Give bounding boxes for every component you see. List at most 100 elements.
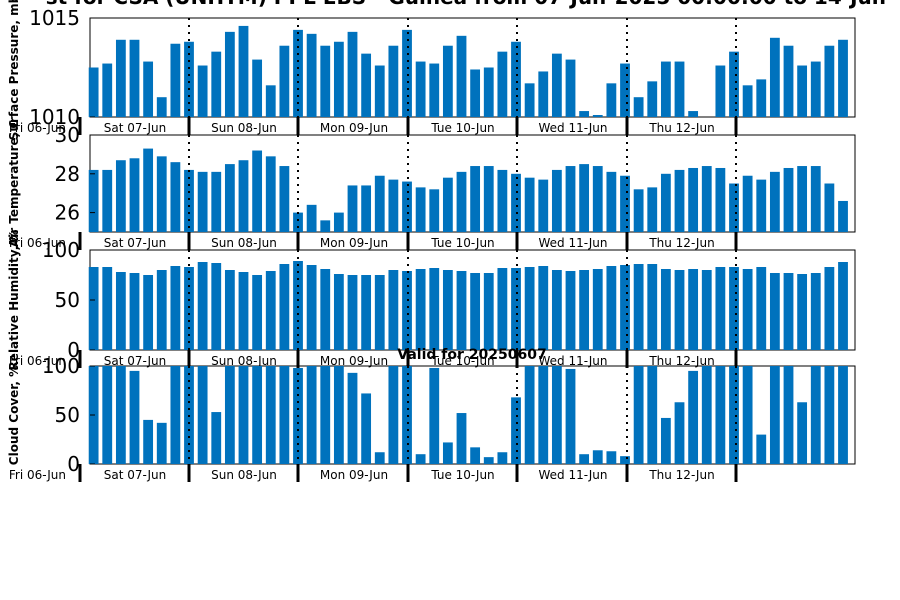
panel-2-bar <box>769 171 780 232</box>
panel-3-bar <box>783 273 794 350</box>
panel-2-bar <box>374 175 385 232</box>
panel-3-bar <box>620 265 630 350</box>
panel-4-bar <box>551 366 562 464</box>
panel-2-bar <box>388 179 399 232</box>
panel-1-bar <box>129 39 140 117</box>
panel-1-bar <box>442 45 453 117</box>
panel-2-bar <box>347 185 358 232</box>
panel-3-bar <box>197 262 208 350</box>
panel-1-bar <box>197 65 208 117</box>
panel-2-bar <box>756 179 767 232</box>
panel-2-bar <box>456 171 467 232</box>
panel-4-bar <box>579 454 590 464</box>
panel-2-ylabel: Air Temperature, C <box>7 120 21 248</box>
panel-3-bar <box>606 266 617 350</box>
panel-4-bar <box>442 442 453 464</box>
panel-4-xtick-label: Wed 11-Jun <box>539 468 608 482</box>
panel-3-bar <box>361 275 372 350</box>
panel-4-bar <box>197 366 208 464</box>
panel-1-xtick-label: Sun 08-Jun <box>211 121 277 135</box>
panel-2-bar <box>511 173 521 232</box>
panel-3-ytick-label: 0 <box>67 338 80 362</box>
panel-2-bar <box>729 183 739 232</box>
panel-2-bar <box>742 175 753 232</box>
panel-4-bar <box>810 366 821 464</box>
panel-1-bar <box>388 45 399 117</box>
panel-3-bar <box>442 270 453 350</box>
panel-3-bar <box>429 268 440 350</box>
panel-3-bar <box>211 263 222 350</box>
panel-4-bar <box>143 419 154 464</box>
panel-3-bar <box>170 266 181 350</box>
panel-2-xtick-label: Thu 12-Jun <box>648 236 714 250</box>
panel-3-xtick-label: Sun 08-Jun <box>211 354 277 368</box>
panel-4-bar <box>252 366 263 464</box>
panel-3-bar <box>756 267 767 350</box>
panel-3-bar <box>374 275 385 350</box>
panel-4-bar <box>306 366 317 464</box>
panel-3-bar <box>538 266 549 350</box>
panel-1-bar <box>511 41 521 118</box>
panel-2-bar <box>102 169 113 232</box>
panel-4-ytick-label: 0 <box>67 452 80 476</box>
panel-1-bar <box>470 69 481 117</box>
panel-4-bar <box>224 366 235 464</box>
panel-1-bar <box>538 71 549 117</box>
panel-4-bar <box>538 366 549 464</box>
panel-2-bar <box>674 169 685 232</box>
panel-3-bar <box>647 264 658 350</box>
panel-4-bar <box>715 366 726 464</box>
panel-4-bar <box>797 402 808 464</box>
panel-1-bar <box>742 85 753 117</box>
panel-2-bar <box>252 150 263 232</box>
panel-2-bar <box>783 167 794 232</box>
panel-4-bar <box>333 366 344 464</box>
figure-title: st for CSA (UNHTM) PPL EBS - Guinea from… <box>46 0 895 9</box>
panel-4-xtick-label: Thu 12-Jun <box>648 468 714 482</box>
panel-2-bar <box>483 166 494 232</box>
panel-1-xtick-label: Wed 11-Jun <box>539 121 608 135</box>
panel-2-bar <box>620 175 630 232</box>
panel-3-bar <box>729 267 739 350</box>
panel-4-ytick-label: 50 <box>55 403 80 427</box>
panel-2-bar <box>320 220 331 232</box>
panel-3-bar <box>511 268 521 350</box>
panel-2-bar <box>88 169 99 232</box>
panel-3-xtick-label: Thu 12-Jun <box>648 354 714 368</box>
panel-2-bar <box>197 171 208 232</box>
panel-2-bar <box>211 171 222 232</box>
panel-4-xtick-label: Sun 08-Jun <box>211 468 277 482</box>
panel-2-bar <box>224 164 235 232</box>
panel-3-bar <box>88 267 99 350</box>
panel-3-xtick-label: Tue 10-Jun <box>430 354 494 368</box>
panel-3-bar <box>238 272 249 350</box>
panel-2-xtick-label: Sat 07-Jun <box>104 236 167 250</box>
panel-1-bar <box>115 39 126 117</box>
panel-1-bar <box>429 63 440 117</box>
panel-1-bar <box>224 31 235 117</box>
panel-1-bar <box>660 61 671 117</box>
panel-1-bar <box>184 41 194 118</box>
panel-4-xtick-label: Sat 07-Jun <box>104 468 167 482</box>
panel-2-ytick-label: 30 <box>55 123 80 147</box>
panel-3-bar <box>592 269 603 350</box>
panel-1-xtick-label: Fri 06-Jun <box>9 121 66 135</box>
panel-2-xtick-label: Sun 08-Jun <box>211 236 277 250</box>
panel-3-bar <box>129 273 140 350</box>
panel-4-bar <box>238 366 249 464</box>
panel-4-bar <box>102 366 113 464</box>
panel-2-bar <box>115 160 126 232</box>
panel-1-bar <box>293 29 303 118</box>
panel-2-bar <box>415 187 426 232</box>
panel-4-bar <box>129 370 140 464</box>
panel-2-bar <box>524 177 535 232</box>
panel-3-bar <box>388 270 399 350</box>
panel-4-bar <box>838 366 848 464</box>
panel-3-bar <box>660 269 671 350</box>
panel-2-ytick-label: 26 <box>55 201 80 225</box>
panel-3-bar <box>715 267 726 350</box>
panel-3-ytick-label: 100 <box>42 238 80 262</box>
panel-3-bar <box>565 271 576 350</box>
panel-3-xtick-label: Sat 07-Jun <box>104 354 167 368</box>
panel-3-bar <box>143 275 154 350</box>
